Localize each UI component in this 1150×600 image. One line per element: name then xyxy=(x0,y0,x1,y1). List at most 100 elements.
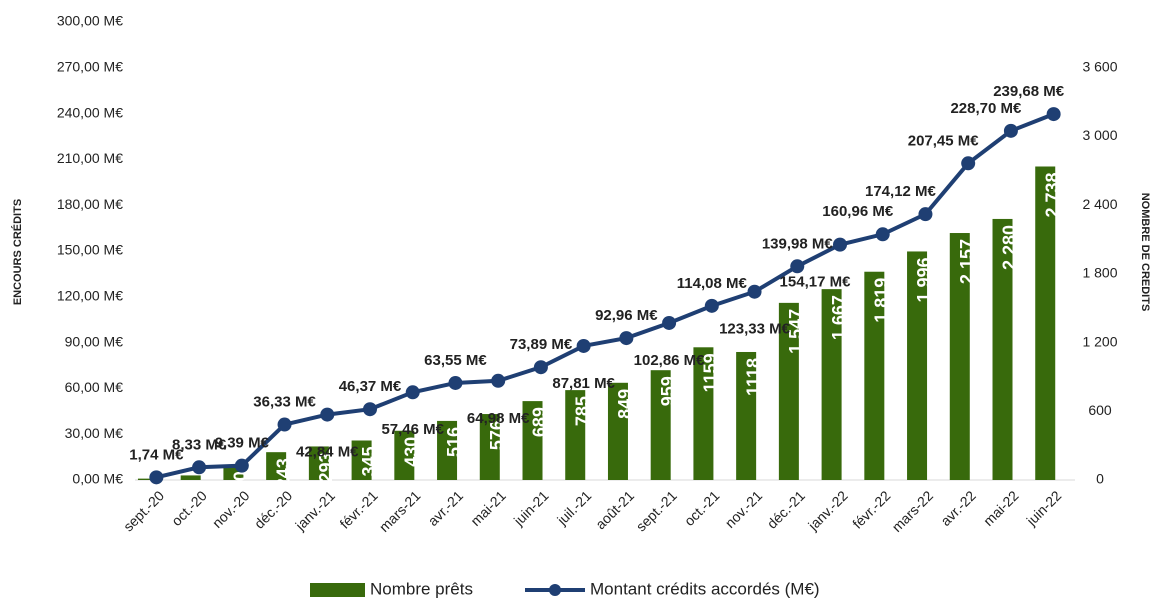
line-value-label: 228,70 M€ xyxy=(950,100,1022,117)
bar-value-label: 785 xyxy=(572,396,592,426)
line-value-label: 139,98 M€ xyxy=(762,235,834,252)
line-value-label: 174,12 M€ xyxy=(865,183,937,200)
line-marker xyxy=(405,385,420,400)
x-tick-label: févr.-21 xyxy=(336,487,380,531)
y-axis-title: ENCOURS CRÉDITS xyxy=(11,199,24,305)
line-marker xyxy=(833,237,847,252)
x-tick-label: déc.-21 xyxy=(764,487,808,531)
line-value-label: 64,98 M€ xyxy=(467,410,530,427)
line-marker xyxy=(320,407,335,422)
legend-swatch xyxy=(310,583,365,597)
x-tick-label: sept.-21 xyxy=(633,487,680,534)
line-value-label: 123,33 M€ xyxy=(719,321,791,338)
bar xyxy=(394,430,415,480)
y-tick-label: 300,00 M€ xyxy=(57,13,123,29)
y-tick-label: 30,00 M€ xyxy=(65,425,124,441)
line-marker xyxy=(277,417,292,432)
x-tick-label: déc.-20 xyxy=(251,487,295,531)
line-marker xyxy=(533,360,548,375)
y2-tick-label: 3 000 xyxy=(1082,127,1117,143)
line-value-label: 92,96 M€ xyxy=(595,307,658,324)
bar xyxy=(821,289,842,480)
bar xyxy=(949,233,970,480)
line-value-label: 114,08 M€ xyxy=(677,275,748,292)
x-tick-label: oct.-21 xyxy=(681,487,723,529)
bar xyxy=(180,475,201,480)
bar xyxy=(693,347,714,480)
bar-value-label: 2 157 xyxy=(957,239,977,284)
line-marker xyxy=(1003,123,1018,138)
bar xyxy=(522,401,543,480)
legend-label: Nombre prêts xyxy=(370,579,473,598)
legend-label: Montant crédits accordés (M€) xyxy=(590,579,820,598)
bar xyxy=(266,452,287,480)
bar xyxy=(736,351,757,480)
x-tick-label: janv.-22 xyxy=(804,487,851,534)
x-tick-label: sept.-20 xyxy=(120,487,167,534)
line-marker xyxy=(875,227,890,242)
bar xyxy=(479,414,500,480)
line-value-label: 87,81 M€ xyxy=(552,375,615,392)
line-marker xyxy=(363,402,377,417)
bar-value-label: 1 996 xyxy=(914,257,934,302)
x-tick-label: août-21 xyxy=(592,487,637,532)
line-value-label: 9,39 M€ xyxy=(215,435,270,452)
line-value-label: 160,96 M€ xyxy=(822,203,894,220)
bar xyxy=(864,271,885,480)
bar-value-label: 2 280 xyxy=(1000,225,1020,270)
bar-value-label: 1159 xyxy=(701,353,721,392)
bar xyxy=(351,440,372,480)
line-marker xyxy=(790,259,805,274)
y-tick-label: 240,00 M€ xyxy=(57,104,123,120)
y2-tick-label: 1 800 xyxy=(1082,265,1117,281)
y-tick-label: 90,00 M€ xyxy=(65,333,124,349)
bar-value-label: 576 xyxy=(487,420,507,450)
y-tick-label: 210,00 M€ xyxy=(57,150,123,166)
x-tick-label: juil.-21 xyxy=(553,487,594,528)
y-tick-label: 60,00 M€ xyxy=(65,379,124,395)
line-value-label: 46,37 M€ xyxy=(339,378,402,395)
line-marker xyxy=(662,315,677,330)
y-tick-label: 180,00 M€ xyxy=(57,196,123,212)
y-tick-label: 270,00 M€ xyxy=(57,59,123,75)
y2-tick-label: 1 200 xyxy=(1082,333,1117,349)
bar xyxy=(778,302,799,480)
bar-value-label: 243 xyxy=(273,458,293,488)
line-marker xyxy=(704,298,719,313)
bar xyxy=(1035,166,1056,480)
x-tick-label: févr.-22 xyxy=(849,487,893,531)
y-tick-label: 150,00 M€ xyxy=(57,242,123,258)
y2-tick-label: 2 400 xyxy=(1082,196,1117,212)
line-value-label: 36,33 M€ xyxy=(253,394,316,411)
line-value-label: 63,55 M€ xyxy=(424,352,487,369)
bar xyxy=(907,251,928,480)
line-marker xyxy=(576,338,591,353)
line-value-label: 102,86 M€ xyxy=(634,352,706,369)
x-tick-label: nov.-21 xyxy=(722,487,766,531)
bar-value-label: 2 738 xyxy=(1042,172,1062,217)
bar xyxy=(137,478,158,480)
line-value-label: 239,68 M€ xyxy=(993,83,1065,100)
bar-value-label: 293 xyxy=(316,452,336,482)
line-value-label: 8,33 M€ xyxy=(172,436,227,453)
bar xyxy=(565,390,586,480)
y2-tick-label: 3 600 xyxy=(1082,59,1117,75)
line-marker xyxy=(1046,107,1061,122)
line-marker xyxy=(149,470,164,485)
bar xyxy=(607,382,628,480)
bar-value-label: 430 xyxy=(401,437,421,467)
line-value-label: 207,45 M€ xyxy=(908,132,980,149)
line-marker xyxy=(961,156,976,171)
line xyxy=(155,112,1055,480)
x-tick-label: mai-21 xyxy=(467,487,509,529)
bar-value-label: 959 xyxy=(658,376,678,406)
line-marker xyxy=(619,331,634,346)
legend-swatch xyxy=(549,584,561,596)
line-value-label: 154,17 M€ xyxy=(780,274,852,291)
bar-value-label: 1 819 xyxy=(871,278,891,323)
bar-value-label: 345 xyxy=(359,446,379,476)
x-tick-label: juin-21 xyxy=(510,487,552,529)
line-marker xyxy=(491,373,506,388)
bar-value-label: 1 547 xyxy=(786,309,806,354)
